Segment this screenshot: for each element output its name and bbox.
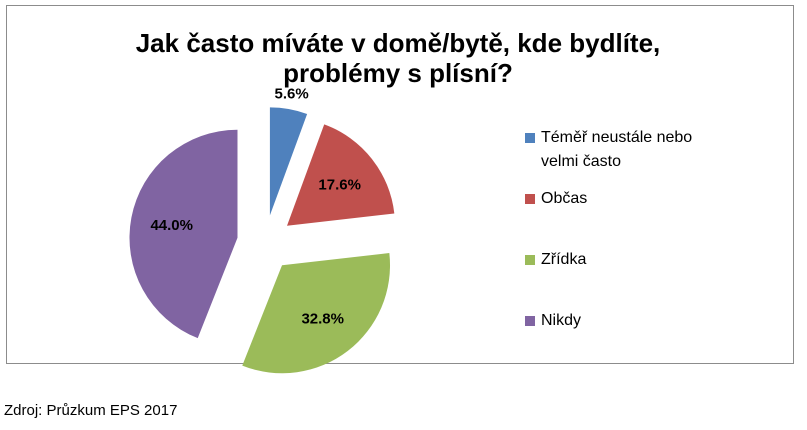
data-label-zridka: 32.8% — [301, 310, 344, 327]
legend-swatch-nikdy — [525, 316, 535, 326]
data-label-temer-neustale-nebo-velmi-casto: 5.6% — [275, 85, 309, 102]
legend-swatch-obcas — [525, 194, 535, 204]
pie-slice-obcas — [287, 124, 395, 226]
pie-slice-zridka — [242, 253, 391, 374]
legend-label-obcas: Občas — [541, 190, 587, 207]
chart-frame — [6, 5, 794, 364]
legend-label-zridka: Zřídka — [541, 251, 586, 268]
data-label-nikdy: 44.0% — [150, 217, 193, 234]
source-note: Zdroj: Průzkum EPS 2017 — [4, 402, 178, 419]
data-label-obcas: 17.6% — [318, 176, 361, 193]
pie-slice-temer-neustale-nebo-velmi-casto — [269, 107, 308, 216]
legend-swatch-temer-neustale-nebo-velmi-casto — [525, 133, 535, 143]
chart-title-line-1: Jak často míváte v domě/bytě, kde bydlít… — [136, 28, 661, 58]
legend-label-temer-neustale-nebo-velmi-casto: Téměř neustále nebo velmi často — [541, 129, 692, 170]
legend-label-nikdy: Nikdy — [541, 312, 581, 329]
legend-swatch-zridka — [525, 255, 535, 265]
chart-title-line-2: problémy s plísní? — [283, 58, 513, 88]
pie-slice-nikdy — [129, 129, 238, 339]
